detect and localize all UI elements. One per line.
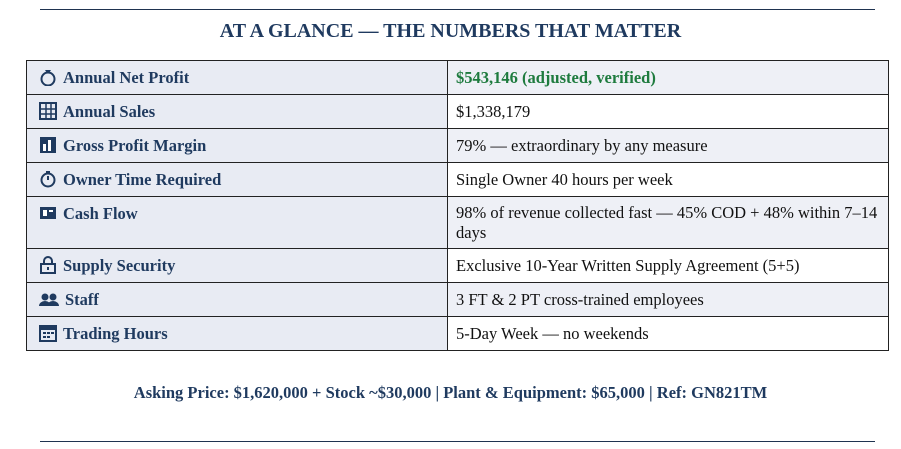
row: Staff 3 FT & 2 PT cross-trained employee… xyxy=(26,282,889,317)
label: Cash Flow xyxy=(63,204,138,223)
label: Annual Sales xyxy=(63,101,156,121)
row: Cash Flow 98% of revenue collected fast … xyxy=(26,196,889,249)
row: Trading Hours 5-Day Week — no weekends xyxy=(26,316,889,351)
label-cell: Supply Security xyxy=(26,248,448,283)
icon xyxy=(40,69,56,86)
label: Staff xyxy=(65,289,99,309)
icon xyxy=(40,255,56,274)
value-cell: 5-Day Week — no weekends xyxy=(447,316,889,351)
value-cell: 98% of revenue collected fast — 45% COD … xyxy=(447,196,889,249)
row: Annual Sales $1,338,179 xyxy=(26,94,889,129)
value-cell: Single Owner 40 hours per week xyxy=(447,162,889,197)
label: Supply Security xyxy=(63,255,176,275)
footer: Asking Price: $1,620,000 + Stock ~$30,00… xyxy=(133,383,768,402)
icon xyxy=(40,170,56,187)
label-cell: Gross Profit Margin xyxy=(26,128,448,163)
icon xyxy=(40,136,56,153)
label-cell: Cash Flow xyxy=(26,196,448,249)
bottom-rule xyxy=(40,441,875,442)
value-cell: $543,146 (adjusted, verified) xyxy=(447,60,889,95)
top-rule xyxy=(40,9,875,10)
label: Gross Profit Margin xyxy=(63,135,207,155)
label: Owner Time Required xyxy=(63,169,222,189)
row: Annual Net Profit $543,146 (adjusted, ve… xyxy=(26,60,889,95)
value-cell: 79% — extraordinary by any measure xyxy=(447,128,889,163)
label-cell: Annual Net Profit xyxy=(26,60,448,95)
value-cell: Exclusive 10-Year Written Supply Agreeme… xyxy=(447,248,889,283)
icon xyxy=(39,101,57,120)
glance-table: Annual Net Profit $543,146 (adjusted, ve… xyxy=(26,60,889,351)
label-cell: Annual Sales xyxy=(26,94,448,129)
row: Supply Security Exclusive 10-Year Writte… xyxy=(26,248,889,283)
icon xyxy=(39,293,59,306)
label: Annual Net Profit xyxy=(63,67,190,87)
title: AT A GLANCE — THE NUMBERS THAT MATTER xyxy=(219,20,682,42)
label-cell: Owner Time Required xyxy=(26,162,448,197)
label-cell: Staff xyxy=(26,282,448,317)
value-cell: 3 FT & 2 PT cross-trained employees xyxy=(447,282,889,317)
icon xyxy=(39,324,57,342)
label-cell: Trading Hours xyxy=(26,316,448,351)
value-cell: $1,338,179 xyxy=(447,94,889,129)
icon xyxy=(40,207,56,219)
row: Owner Time Required Single Owner 40 hour… xyxy=(26,162,889,197)
row: Gross Profit Margin 79% — extraordinary … xyxy=(26,128,889,163)
label: Trading Hours xyxy=(63,323,168,343)
